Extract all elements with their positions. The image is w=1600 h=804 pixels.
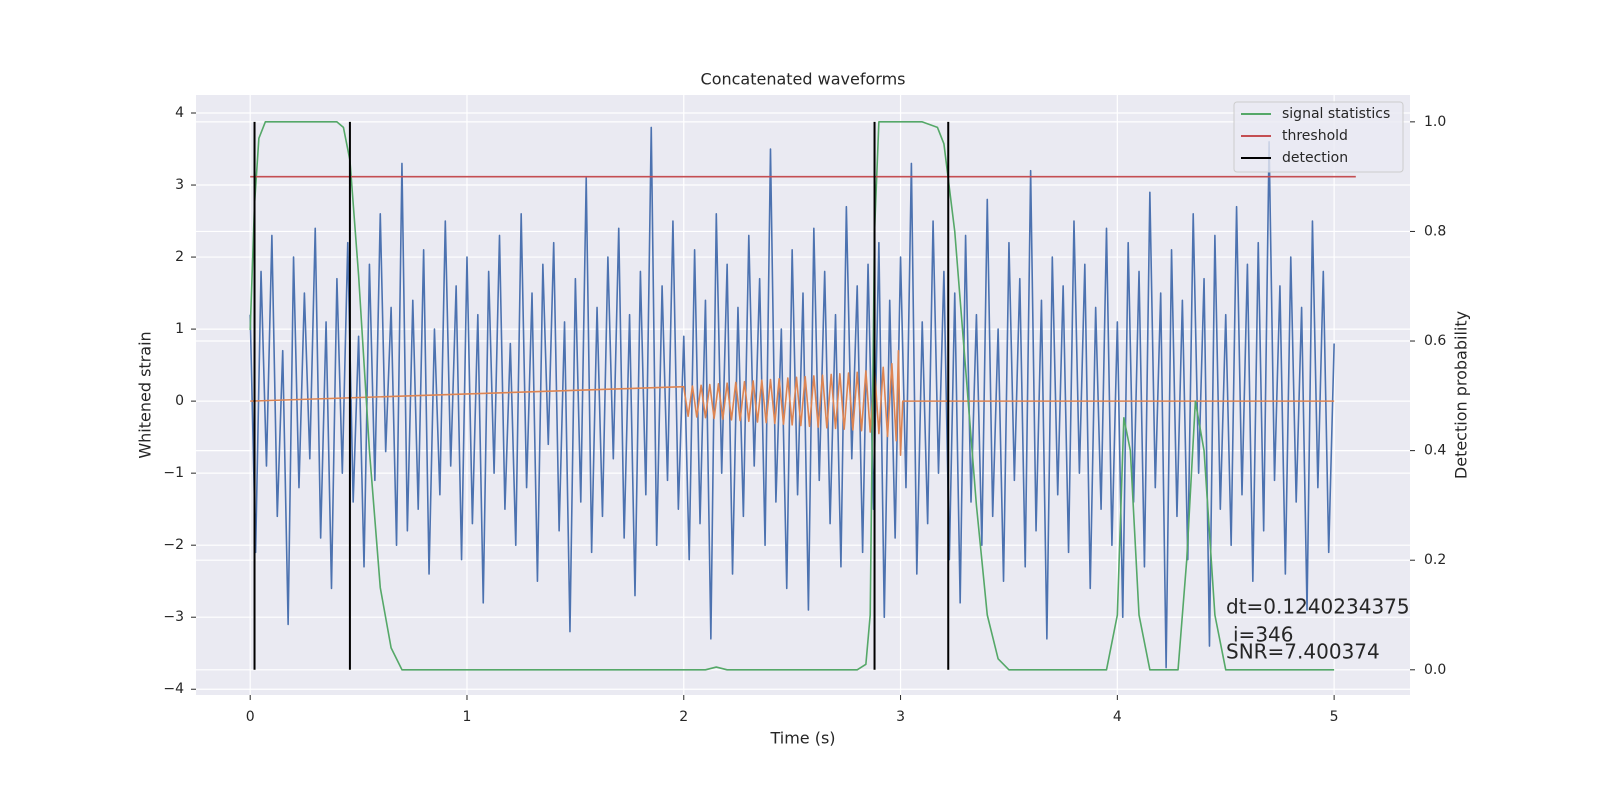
x-tick-label: 4 bbox=[1113, 709, 1122, 725]
y2-tick-label: 0.2 bbox=[1424, 552, 1446, 568]
x-tick-label: 3 bbox=[896, 709, 905, 725]
annotation: SNR=7.400374 bbox=[1226, 640, 1380, 664]
x-tick-label: 5 bbox=[1330, 709, 1339, 725]
legend-label: threshold bbox=[1282, 128, 1348, 144]
chart-title: Concatenated waveforms bbox=[701, 70, 906, 89]
y-tick-label: 2 bbox=[175, 249, 184, 265]
y2-tick-label: 0.8 bbox=[1424, 223, 1446, 239]
y-tick-label: −1 bbox=[163, 465, 184, 481]
y2-tick-label: 0.6 bbox=[1424, 333, 1446, 349]
y-tick-label: 0 bbox=[175, 393, 184, 409]
y2-axis-label: Detection probability bbox=[1452, 311, 1471, 479]
y-tick-label: −3 bbox=[163, 609, 184, 625]
series-line bbox=[249, 121, 1335, 671]
legend-label: signal statistics bbox=[1282, 106, 1390, 122]
y-tick-label: −4 bbox=[163, 681, 184, 697]
series-line bbox=[249, 126, 1335, 669]
annotation: i=346 bbox=[1233, 623, 1294, 647]
annotation: dt=0.1240234375 bbox=[1226, 595, 1410, 619]
x-tick-label: 2 bbox=[679, 709, 688, 725]
y-tick-label: 3 bbox=[175, 177, 184, 193]
y-axis-label: Whitened strain bbox=[136, 331, 155, 458]
y-tick-label: 4 bbox=[175, 105, 184, 121]
y2-tick-label: 0.0 bbox=[1424, 662, 1446, 678]
y2-tick-label: 1.0 bbox=[1424, 114, 1446, 130]
y-tick-label: −2 bbox=[163, 537, 184, 553]
x-axis-label: Time (s) bbox=[769, 729, 835, 748]
legend-box bbox=[1233, 101, 1404, 173]
x-tick-label: 1 bbox=[463, 709, 472, 725]
legend-label: detection bbox=[1282, 150, 1348, 166]
y-tick-label: 1 bbox=[175, 321, 184, 337]
y2-tick-label: 0.4 bbox=[1424, 443, 1446, 459]
x-tick-label: 0 bbox=[246, 709, 255, 725]
